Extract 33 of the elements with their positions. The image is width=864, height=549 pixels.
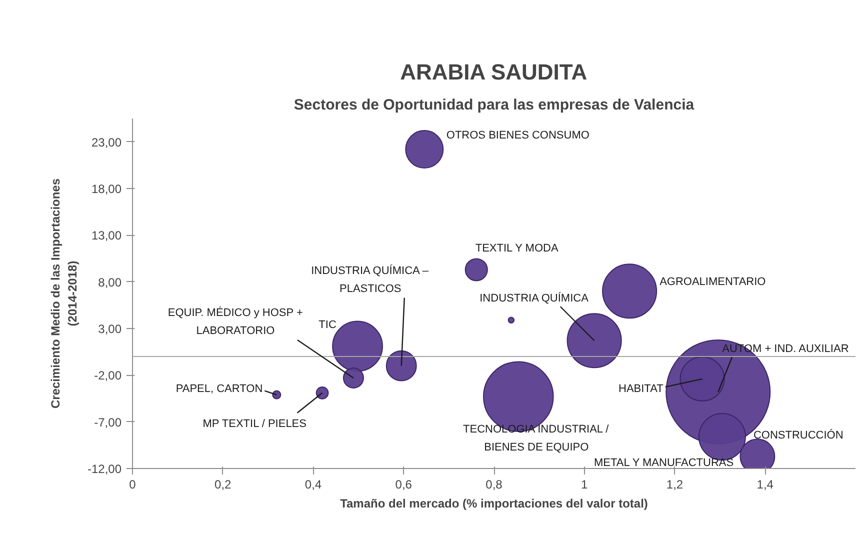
annotation: INDUSTRIA QUÍMICA – PLASTICOS <box>311 264 430 295</box>
y-tick-label: 23,00 <box>91 135 122 150</box>
annotation: INDUSTRIA QUÍMICA <box>480 292 590 305</box>
x-tick-label: 0,8 <box>486 478 503 492</box>
y-tick-label: -7,00 <box>94 415 122 430</box>
x-tick-label: 0,2 <box>214 478 232 492</box>
x-tick-label: 0 <box>129 478 136 492</box>
x-tick-label: 1,4 <box>756 478 774 492</box>
x-tick-label: 0,6 <box>395 478 412 492</box>
y-axis-title: Crecimiento Medio de las Importaciones (2014-2018) <box>48 178 80 409</box>
x-tick-label: 1 <box>581 478 588 492</box>
annotation: TEXTIL Y MODA <box>475 242 559 255</box>
y-tick-label: 8,00 <box>98 275 122 290</box>
annotation: MP TEXTIL / PIELES <box>202 418 306 430</box>
annotation: HABITAT <box>618 382 664 395</box>
y-tick-label: -12,00 <box>87 462 122 476</box>
x-axis-title: Tamaño del mercado (% importaciones del valor total) <box>340 496 648 510</box>
y-tick-label: 13,00 <box>91 228 122 243</box>
annotation: AGROALIMENTARIO <box>660 276 766 288</box>
x-tick-label: 0,4 <box>304 478 322 492</box>
y-tick-label: 18,00 <box>91 182 122 196</box>
annotation: CONSTRUCCIÓN <box>753 428 844 442</box>
annotation: EQUIP. MÉDICO y HOSP + LABORATORIO <box>168 306 303 337</box>
annotation: TIC <box>318 319 336 332</box>
y-tick-label: 3,00 <box>98 322 122 336</box>
annotation: TECNOLOGIA INDUSTRIAL / BIENES DE EQUIPO <box>463 424 610 454</box>
y-tick-label: -2,00 <box>94 368 122 383</box>
annotation: PAPEL, CARTON <box>176 382 263 395</box>
annotation: METAL Y MANUFACTURAS <box>594 456 734 469</box>
chart-subtitle: Sectores de Oportunidad para las empresas de Valencia <box>294 96 695 114</box>
annotation: OTROS BIENES CONSUMO <box>446 129 590 142</box>
chart-title: ARABIA SAUDITA <box>400 60 588 84</box>
x-tick-label: 1,2 <box>666 478 684 492</box>
